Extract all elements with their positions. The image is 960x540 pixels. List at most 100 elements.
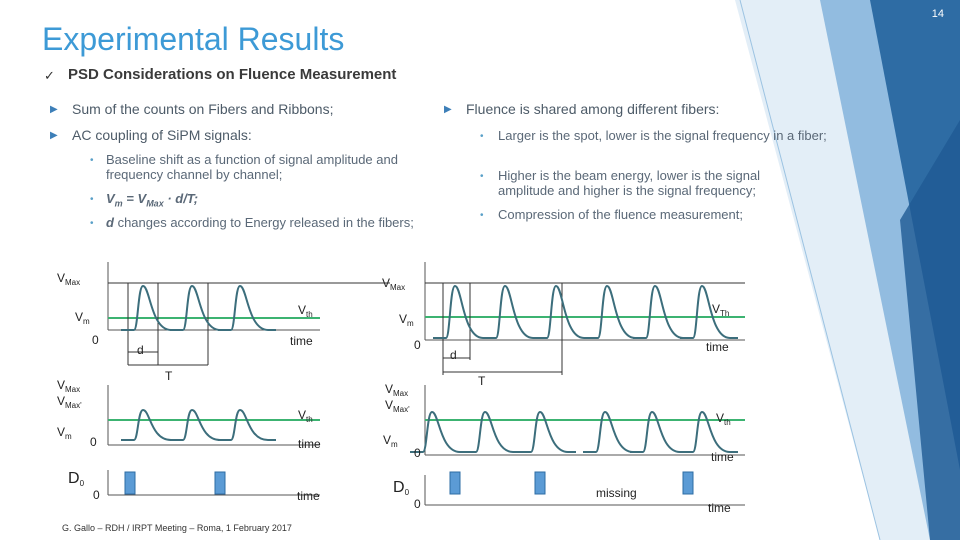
diagram-label: Vth [298,408,313,424]
label-sub: th [306,310,313,319]
pulse [680,410,738,453]
diagram-label: VMax [57,378,80,394]
bullet-text: Higher is the beam energy, lower is the … [498,168,761,198]
bullet-text: Compression of the fluence measurement; [498,207,743,222]
diagram-label: Vth [298,303,313,319]
diagram-label: time [297,489,320,503]
label-main: time [706,340,729,354]
label-main: time [298,437,321,451]
pulse [534,284,592,339]
formula-part: Max [146,198,164,209]
pulse [518,410,576,453]
bullet-text: Larger is the spot, lower is the signal … [498,128,827,143]
diagram-label: VMax [385,382,408,398]
label-sub: Max [65,278,80,287]
diagram-label: 0 [93,488,100,502]
diagram-label: 0 [90,435,97,449]
label-main: V [716,411,724,425]
diagram-label: time [706,340,729,354]
diagram-label: VMax [382,276,405,292]
label-main: V [75,310,83,324]
title: Experimental Results [42,21,345,57]
diagram-label: D0 [393,479,410,497]
pulse [463,410,521,453]
diagram-label: VMax' [57,394,82,410]
diagram-label: time [298,437,321,451]
formula-part: = V [122,191,147,206]
label-main: T [478,374,486,388]
bullet-text: Baseline shift as a function of signal a… [106,152,398,182]
detector-block [682,471,694,495]
pulse [410,410,468,453]
label-main: V [382,276,390,290]
formula-part: m [114,198,123,209]
label-main: V [385,382,393,396]
label-main: d [450,348,457,362]
label-main: time [297,489,320,503]
diagram-label: d [450,348,457,362]
pulse [218,284,276,331]
detector-block [449,471,461,495]
bullet-text: Sum of the counts on Fibers and Ribbons; [72,101,334,117]
diagram-label: Vm [57,425,72,441]
page-number: 14 [931,8,944,20]
label-main: 0 [414,497,421,511]
diagram-label: 0 [92,333,99,347]
pulse [680,284,738,339]
label-main: D [68,470,80,487]
bullet: • [90,218,94,229]
label-main: time [711,450,734,464]
diagram-label: Vth [716,411,731,427]
pulse [433,284,491,339]
pulse [585,284,643,339]
bg-line [739,0,881,540]
diagram-label: time [711,450,734,464]
diagram-label: T [165,369,173,383]
detector-block [124,471,136,495]
label-sub: m [391,440,398,449]
bullet: ▶ [50,104,58,115]
diagram-label: d [137,343,144,357]
bullet: ▶ [444,104,452,115]
label-sub: m [83,317,90,326]
bg-shape [900,120,960,540]
bullet: • [90,155,94,166]
label-sub: Th [720,309,729,318]
formula-part: V [106,191,115,206]
label-main: 0 [414,338,421,352]
diagram-label: 0 [414,497,421,511]
bullet: • [90,194,94,205]
diagram-label: VMax' [385,398,410,414]
label-main: V [298,408,306,422]
footer: G. Gallo – RDH / IRPT Meeting – Roma, 1 … [62,523,292,533]
pulse [170,408,228,441]
check: ✓ [44,68,55,83]
label-main: V [57,378,65,392]
diagram-label: 0 [414,446,421,460]
detector-block [214,471,226,495]
subtitle: PSD Considerations on Fluence Measuremen… [68,66,397,83]
diagram-label: VMax [57,271,80,287]
label-main: time [708,501,731,515]
label-main: V [57,271,65,285]
label-main: V [57,394,65,408]
label-main: time [290,334,313,348]
pulse [630,410,688,453]
label-sub: th [724,418,731,427]
label-sub: 0 [405,488,410,497]
detector-block [534,471,546,495]
bullet-text: d changes according to Energy released i… [106,215,436,230]
bullet-text: AC coupling of SiPM signals: [72,127,252,143]
diagram-label: Vm [399,312,414,328]
label-sub: Max [65,385,80,394]
formula-part: · d/T; [163,191,199,206]
label-sub: m [407,319,414,328]
pulse [633,284,691,339]
label-main: D [393,479,405,496]
bullet: • [480,131,484,142]
pulse [121,284,179,331]
variable: d [106,215,114,230]
label-sub: 0 [80,479,85,488]
